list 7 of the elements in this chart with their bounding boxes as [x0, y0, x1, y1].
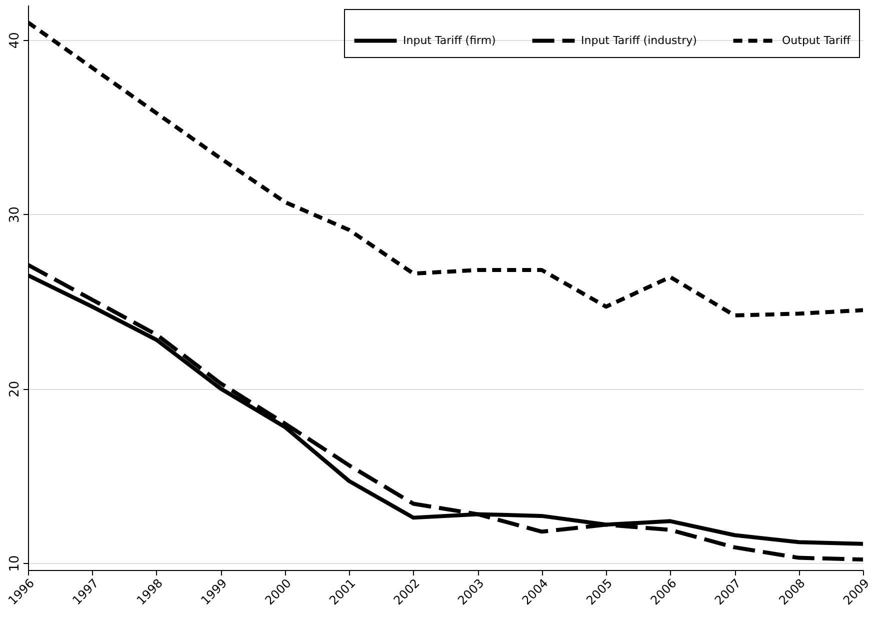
y-tick-label: 40	[8, 32, 22, 49]
y-tick-label: 10	[8, 555, 22, 572]
y-tick-label: 30	[8, 206, 22, 224]
legend-label: Input Tariff (industry)	[581, 34, 697, 47]
legend-label: Input Tariff (firm)	[403, 34, 496, 47]
legend-label: Output Tariff	[782, 34, 851, 47]
y-tick-label: 20	[8, 380, 22, 398]
